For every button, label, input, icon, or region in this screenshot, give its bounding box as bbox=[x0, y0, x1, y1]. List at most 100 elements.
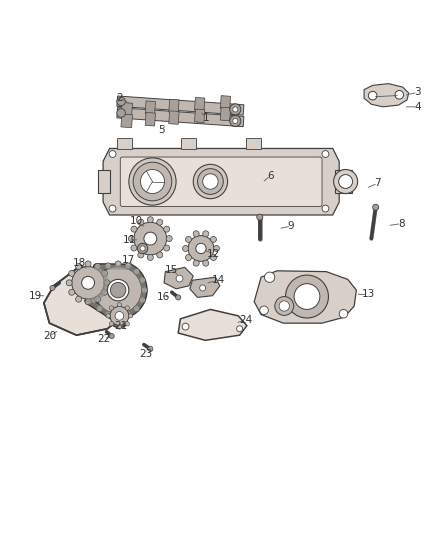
Circle shape bbox=[141, 287, 147, 293]
Circle shape bbox=[72, 266, 104, 299]
Polygon shape bbox=[178, 310, 247, 341]
Circle shape bbox=[265, 272, 275, 282]
Circle shape bbox=[95, 266, 142, 314]
Polygon shape bbox=[254, 271, 357, 323]
Bar bbox=[98, 169, 110, 193]
Bar bbox=[194, 109, 205, 123]
Text: 22: 22 bbox=[97, 335, 110, 344]
Circle shape bbox=[134, 269, 140, 274]
Text: 3: 3 bbox=[414, 87, 421, 97]
Circle shape bbox=[193, 164, 228, 199]
Text: 7: 7 bbox=[374, 178, 381, 188]
Circle shape bbox=[373, 204, 379, 211]
Circle shape bbox=[76, 296, 81, 302]
Circle shape bbox=[183, 246, 188, 252]
Text: 16: 16 bbox=[156, 292, 170, 302]
Circle shape bbox=[196, 244, 206, 254]
Circle shape bbox=[157, 219, 163, 225]
Bar bbox=[117, 138, 132, 149]
Circle shape bbox=[139, 297, 145, 303]
Text: 14: 14 bbox=[212, 275, 225, 285]
Circle shape bbox=[138, 252, 144, 258]
Circle shape bbox=[134, 222, 166, 255]
Circle shape bbox=[125, 306, 130, 310]
Bar bbox=[220, 95, 230, 109]
Bar bbox=[220, 107, 230, 121]
Text: 6: 6 bbox=[267, 171, 274, 181]
Circle shape bbox=[131, 245, 137, 251]
Circle shape bbox=[157, 252, 163, 258]
Circle shape bbox=[141, 169, 165, 193]
Circle shape bbox=[95, 296, 101, 302]
Circle shape bbox=[125, 321, 130, 326]
Circle shape bbox=[176, 275, 183, 282]
Circle shape bbox=[91, 297, 97, 303]
Circle shape bbox=[233, 107, 238, 112]
Bar bbox=[121, 102, 133, 116]
Circle shape bbox=[117, 303, 122, 307]
Text: 18: 18 bbox=[73, 258, 86, 268]
Text: 24: 24 bbox=[239, 315, 252, 325]
Circle shape bbox=[115, 312, 124, 320]
Text: 1: 1 bbox=[203, 112, 209, 123]
Circle shape bbox=[213, 246, 219, 252]
Circle shape bbox=[339, 175, 353, 188]
Bar bbox=[194, 98, 205, 111]
Circle shape bbox=[110, 282, 126, 298]
Circle shape bbox=[138, 219, 144, 225]
Circle shape bbox=[279, 301, 290, 311]
Text: 15: 15 bbox=[165, 265, 178, 275]
Circle shape bbox=[144, 232, 157, 245]
Bar bbox=[181, 138, 197, 149]
Text: 23: 23 bbox=[139, 349, 153, 359]
Circle shape bbox=[50, 285, 55, 290]
Circle shape bbox=[166, 236, 172, 241]
Text: 12: 12 bbox=[207, 248, 220, 259]
Text: 10: 10 bbox=[130, 216, 143, 227]
Circle shape bbox=[125, 311, 131, 317]
Bar bbox=[117, 96, 244, 115]
Circle shape bbox=[275, 296, 294, 316]
Circle shape bbox=[368, 91, 377, 100]
Polygon shape bbox=[103, 149, 339, 215]
Circle shape bbox=[110, 306, 114, 310]
Bar bbox=[169, 99, 179, 113]
Text: 2: 2 bbox=[116, 93, 123, 103]
Circle shape bbox=[85, 298, 91, 305]
Circle shape bbox=[148, 346, 153, 351]
Text: 20: 20 bbox=[43, 331, 56, 341]
Circle shape bbox=[105, 263, 111, 269]
Circle shape bbox=[322, 151, 329, 157]
Circle shape bbox=[200, 285, 206, 291]
Circle shape bbox=[110, 321, 114, 326]
Circle shape bbox=[230, 104, 241, 115]
Circle shape bbox=[117, 325, 122, 329]
Circle shape bbox=[176, 295, 181, 300]
Circle shape bbox=[115, 261, 121, 267]
Polygon shape bbox=[164, 268, 193, 289]
Circle shape bbox=[193, 231, 199, 237]
Circle shape bbox=[230, 115, 241, 126]
Circle shape bbox=[91, 277, 97, 283]
Circle shape bbox=[185, 255, 191, 261]
Circle shape bbox=[134, 305, 140, 312]
Polygon shape bbox=[364, 84, 409, 107]
Circle shape bbox=[164, 226, 170, 232]
Circle shape bbox=[133, 162, 172, 201]
Circle shape bbox=[104, 280, 110, 286]
Circle shape bbox=[107, 279, 129, 301]
Circle shape bbox=[203, 260, 209, 266]
Circle shape bbox=[147, 254, 153, 261]
FancyBboxPatch shape bbox=[120, 157, 322, 206]
Circle shape bbox=[97, 269, 102, 274]
Circle shape bbox=[69, 270, 75, 277]
Text: 13: 13 bbox=[362, 289, 375, 300]
Circle shape bbox=[395, 91, 403, 99]
Circle shape bbox=[97, 305, 102, 312]
Circle shape bbox=[233, 118, 238, 124]
Text: 4: 4 bbox=[414, 102, 421, 112]
Text: 11: 11 bbox=[123, 235, 136, 245]
Circle shape bbox=[89, 287, 95, 293]
Bar bbox=[246, 138, 261, 149]
Text: 5: 5 bbox=[158, 125, 164, 135]
